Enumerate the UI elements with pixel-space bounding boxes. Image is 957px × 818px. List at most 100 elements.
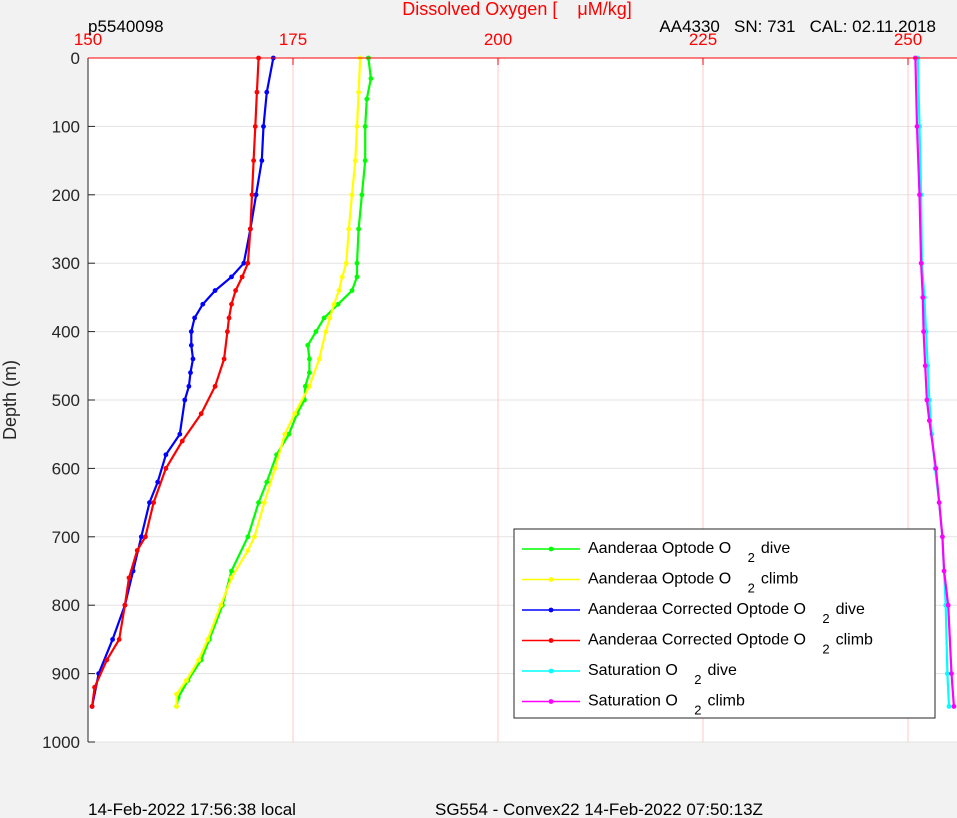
data-point: [327, 315, 333, 321]
data-point: [147, 500, 152, 505]
data-point: [116, 637, 122, 642]
data-point: [926, 418, 932, 423]
data-point: [286, 431, 292, 437]
data-point: [354, 124, 360, 129]
data-point: [177, 431, 183, 437]
footer-left-label: 14-Feb-2022 17:56:38 local: [88, 800, 296, 818]
data-point: [339, 274, 345, 280]
data-point: [212, 383, 218, 389]
data-point: [174, 704, 179, 709]
data-point: [226, 315, 232, 321]
data-point: [362, 124, 368, 129]
legend-label: Aanderaa Optode O 2climb: [588, 571, 798, 596]
data-point: [198, 411, 204, 417]
data-point: [229, 301, 234, 307]
data-point: [218, 602, 224, 608]
data-point: [918, 260, 924, 266]
data-point: [155, 479, 161, 485]
y-tick-label: 700: [52, 528, 80, 547]
y-tick-label: 1000: [42, 733, 80, 752]
data-point: [362, 158, 368, 164]
data-point: [282, 431, 288, 437]
data-point: [261, 500, 267, 505]
legend-marker: [548, 638, 554, 643]
y-tick-label: 100: [52, 117, 80, 136]
legend-label: Aanderaa Corrected Optode O 2climb: [588, 632, 873, 657]
data-point: [346, 226, 352, 232]
data-point: [200, 301, 206, 307]
data-point: [249, 192, 255, 198]
data-point: [316, 356, 322, 362]
data-point: [949, 671, 954, 676]
series-2: [174, 55, 363, 709]
data-point: [110, 637, 115, 642]
data-point: [151, 500, 157, 505]
y-axis-title: Depth (m): [0, 360, 20, 440]
y-tick-label: 300: [52, 254, 80, 273]
data-point: [174, 691, 179, 697]
series-3: [89, 55, 276, 709]
axes: 0 100 200 300 400 500 600 700 800 900 1000 150 175 20…: [42, 30, 957, 752]
data-point: [922, 363, 928, 369]
x-axis-title: Dissolved Oxygen [ μM/kg]: [402, 0, 631, 19]
y-tick-label: 600: [52, 459, 80, 478]
data-point: [143, 534, 148, 540]
data-point: [245, 548, 251, 553]
data-point: [946, 704, 952, 709]
data-point: [945, 602, 951, 608]
footer-center-label: SG554 - Convex22 14-Feb-2022 07:50:13Z: [435, 800, 763, 818]
data-point: [205, 637, 211, 642]
data-point: [122, 602, 128, 608]
data-point: [356, 89, 361, 95]
x-tick-label: 200: [484, 30, 512, 49]
data-point: [212, 288, 218, 293]
legend-marker: [548, 607, 554, 613]
data-point: [307, 383, 312, 389]
data-point: [261, 124, 266, 129]
data-point: [313, 329, 319, 334]
data-point: [349, 288, 355, 293]
data-point: [368, 76, 374, 81]
data-point: [354, 260, 360, 266]
data-point: [92, 684, 97, 690]
data-point: [245, 260, 251, 266]
header-right-label: AA4330 SN: 731 CAL: 02.11.2018: [659, 17, 936, 36]
data-point: [356, 226, 361, 232]
legend-box: [513, 528, 936, 719]
data-point: [163, 466, 169, 471]
data-point: [305, 342, 311, 348]
data-point: [192, 315, 198, 321]
data-point: [221, 356, 227, 362]
legend-label: Saturation O 2climb: [588, 693, 745, 718]
data-point: [229, 575, 234, 581]
x-tick-label: 225: [689, 30, 717, 49]
legend: Aanderaa Optode O 2dive Aanderaa Optode O…: [513, 528, 936, 719]
data-point: [359, 192, 365, 198]
data-point: [138, 534, 144, 540]
data-point: [179, 438, 185, 444]
data-point: [247, 226, 253, 232]
data-point: [190, 356, 196, 362]
data-point: [256, 500, 261, 505]
data-point: [233, 288, 239, 293]
series-line: [914, 57, 955, 707]
y-tick-label: 400: [52, 323, 80, 342]
data-point: [924, 397, 930, 403]
data-point: [292, 411, 298, 417]
y-tick-label: 200: [52, 186, 80, 205]
data-point: [914, 124, 920, 129]
data-point: [941, 568, 947, 574]
data-point: [229, 568, 234, 574]
data-point: [188, 370, 193, 376]
y-tick-label: 900: [52, 665, 80, 684]
data-point: [239, 274, 245, 280]
legend-marker: [548, 546, 554, 552]
data-point: [251, 158, 257, 164]
data-point: [163, 452, 169, 458]
data-point: [920, 295, 926, 300]
data-point: [196, 657, 202, 663]
data-point: [936, 500, 942, 505]
data-point: [354, 274, 360, 280]
data-point: [104, 657, 110, 663]
